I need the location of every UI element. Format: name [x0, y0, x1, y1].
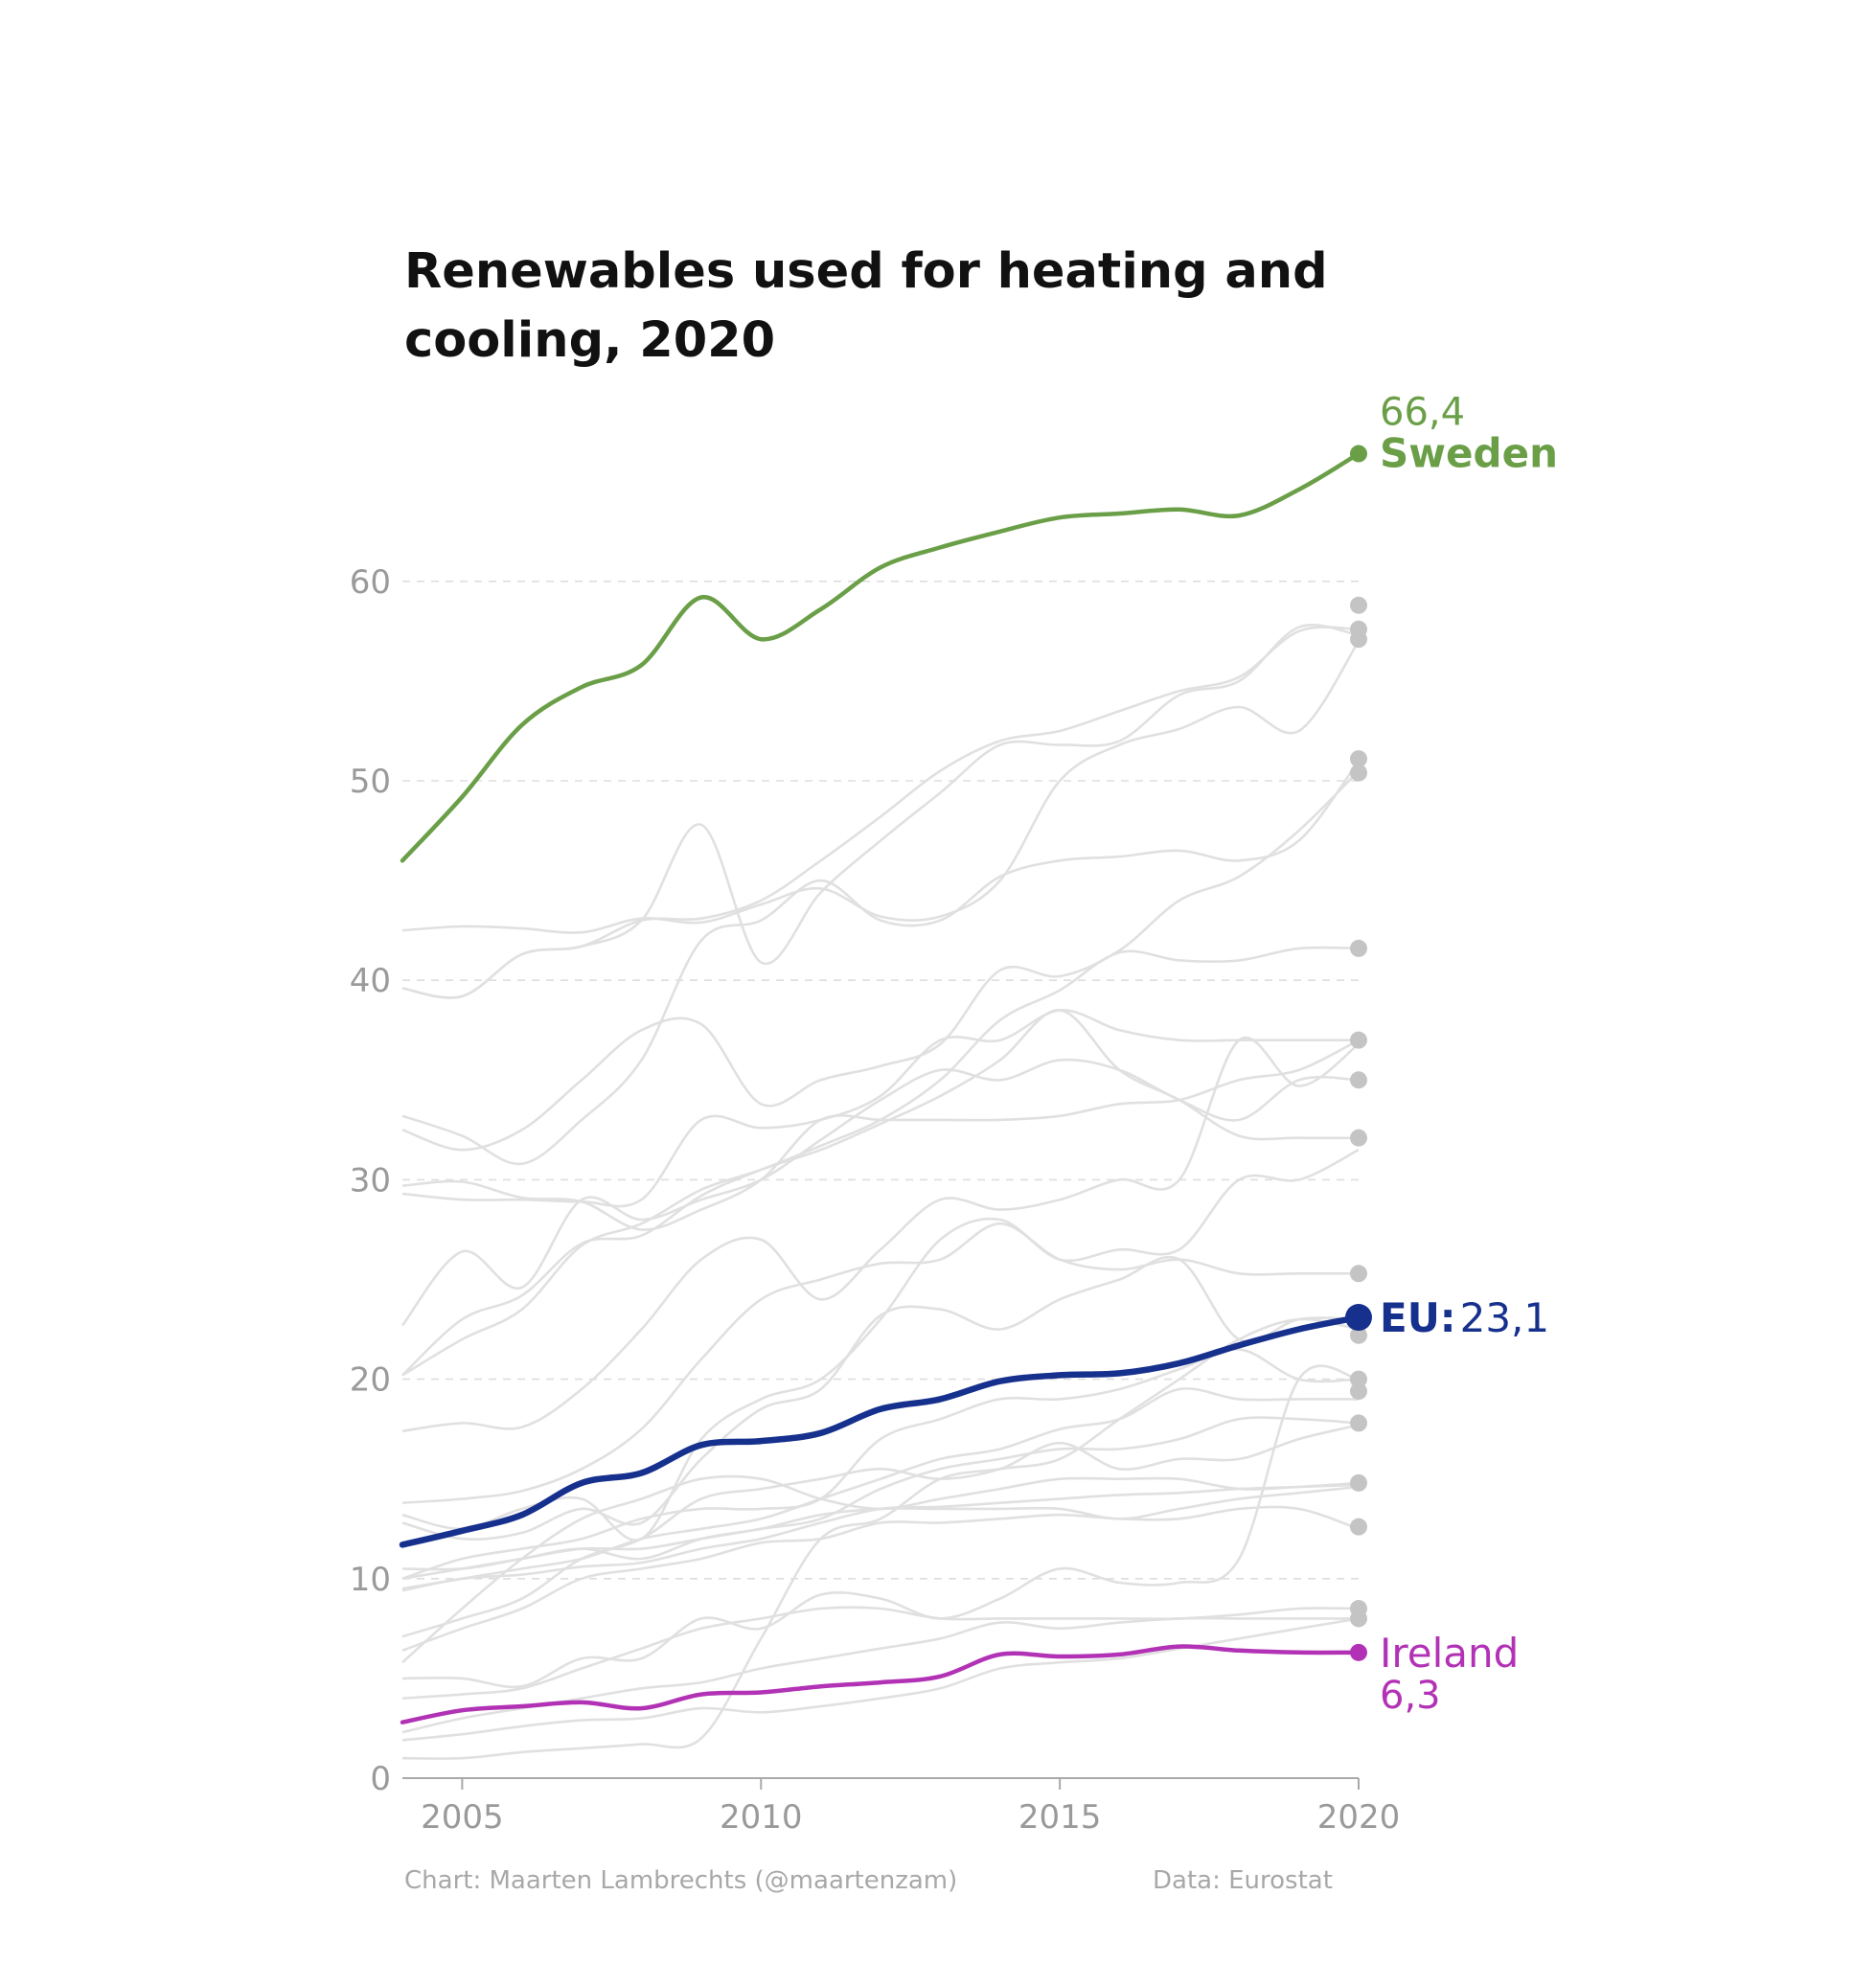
eu-value-label: 23,1	[1460, 1294, 1550, 1341]
y-tick-label: 40	[350, 962, 391, 1000]
x-tick-label: 2015	[1018, 1798, 1102, 1837]
x-tick-label: 2010	[720, 1798, 803, 1837]
background-series-line-5	[401, 769, 1360, 1152]
background-series-line-14	[401, 1256, 1360, 1541]
y-tick-label: 50	[350, 763, 391, 801]
end-dot-4	[1350, 750, 1367, 768]
background-series-line-11	[401, 1036, 1360, 1432]
end-dot-17	[1350, 1518, 1367, 1536]
background-series-line-13	[401, 1149, 1360, 1542]
end-dot-19	[1350, 1610, 1367, 1628]
background-series-line-27	[401, 1317, 1360, 1760]
background-series-line-18	[401, 1424, 1360, 1638]
x-tick-label: 2020	[1317, 1798, 1401, 1837]
ireland-name-label: Ireland	[1380, 1630, 1519, 1677]
ireland-value-label: 6,3	[1380, 1674, 1441, 1718]
eu-name-label: EU:	[1380, 1294, 1456, 1341]
background-series-line-23	[401, 1364, 1360, 1689]
end-dot-8	[1350, 1071, 1367, 1089]
background-series-line-4	[401, 760, 1361, 1166]
eu-end-dot	[1345, 1304, 1372, 1332]
background-series	[400, 624, 1361, 1760]
y-tick-label: 20	[350, 1361, 391, 1400]
end-dot-15	[1350, 1414, 1367, 1432]
end-dot-13	[1350, 1370, 1367, 1388]
sweden-end-dot	[1350, 445, 1367, 463]
background-series-line-6	[401, 1039, 1360, 1231]
background-series-line-3	[401, 624, 1360, 999]
end-dot-16	[1350, 1473, 1367, 1492]
end-dot-1	[1350, 596, 1367, 614]
ireland-line	[400, 1644, 1361, 1724]
y-tick-label: 60	[350, 563, 391, 602]
background-series-line-10	[401, 1009, 1360, 1377]
background-series-line-19	[401, 1474, 1360, 1664]
background-series-line-22	[401, 1505, 1360, 1653]
background-series-line-16	[401, 1387, 1359, 1590]
highlighted-series	[399, 445, 1372, 1724]
background-series-line-26	[401, 1617, 1360, 1742]
background-series-line-8	[401, 946, 1360, 1377]
y-tick-label: 30	[350, 1161, 391, 1199]
x-tick-label: 2005	[421, 1798, 504, 1837]
background-series-line-21	[401, 1483, 1360, 1592]
background-series-line-1	[401, 640, 1361, 934]
background-series-line-2	[401, 626, 1360, 999]
series-labels: 66,4 Sweden EU: 23,1 Ireland 6,3	[1380, 391, 1558, 1718]
y-tick-label: 0	[370, 1760, 391, 1798]
y-axis-ticks: 0 10 20 30 40 50 60	[350, 563, 391, 1798]
end-dot-10	[1350, 1265, 1367, 1283]
eu-line	[399, 1313, 1362, 1548]
sweden-name-label: Sweden	[1380, 430, 1558, 477]
end-dot-6	[1350, 939, 1367, 957]
end-dot-9	[1350, 1129, 1367, 1147]
ireland-end-dot	[1350, 1643, 1367, 1661]
background-end-dots	[1350, 596, 1367, 1628]
sweden-value-label: 66,4	[1380, 391, 1465, 435]
data-source: Data: Eurostat	[1153, 1866, 1333, 1895]
x-axis: 2005 2010 2015 2020	[402, 1777, 1401, 1837]
chart-title: Renewables used for heating and cooling,…	[404, 238, 1362, 376]
background-series-line-24	[401, 1606, 1360, 1700]
end-dot-14	[1350, 1382, 1367, 1401]
background-series-line-12	[401, 1222, 1359, 1504]
end-dot-3	[1350, 630, 1367, 649]
gridlines	[402, 580, 1359, 1580]
end-dot-7	[1350, 1031, 1367, 1049]
chart-title-line-1: Renewables used for heating and	[404, 243, 1328, 300]
sweden-line	[400, 451, 1361, 863]
chart-credit: Chart: Maarten Lambrechts (@maartenzam)	[404, 1866, 958, 1895]
chart-title-line-2: cooling, 2020	[404, 312, 776, 369]
background-series-line-15	[401, 1348, 1360, 1581]
background-series-line-7	[401, 1009, 1359, 1208]
end-dot-12	[1350, 1326, 1367, 1344]
y-tick-label: 10	[350, 1561, 391, 1599]
end-dot-5	[1350, 764, 1367, 782]
